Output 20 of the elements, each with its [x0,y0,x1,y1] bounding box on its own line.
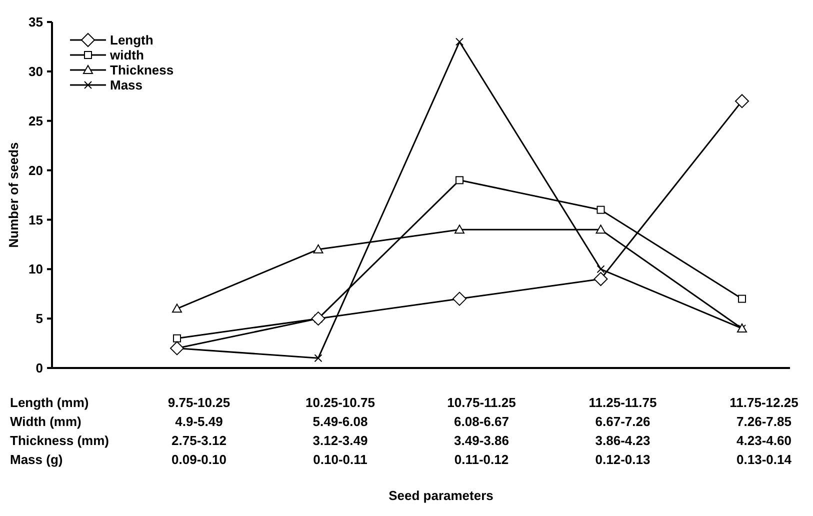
y-axis-title: Number of seeds [6,142,21,248]
y-tick-label: 30 [28,64,43,79]
text: Length (mm) Width (mm) Thickness (mm) Mass (g) [10,395,109,467]
x-tick-label: 10.25-10.75 5.49-6.08 3.12-3.49 0.10-0.11 [306,395,375,467]
y-tick-label: 5 [36,311,43,326]
x-tick-label: 11.75-12.25 7.26-7.85 4.23-4.60 0.13-0.14 [730,395,798,467]
x-tick-label: 11.25-11.75 6.67-7.26 3.86-4.23 0.12-0.13 [588,395,657,467]
legend-label: Length [110,32,154,48]
legend-label: Thickness [110,62,174,78]
y-tick-label: 15 [28,212,43,228]
legend-label: Mass [110,78,143,93]
x-tick-label: 10.75-11.25 6.08-6.67 3.49-3.86 0.11-0.12 [447,395,516,467]
y-tick-label: 10 [28,262,43,277]
y-tick-label: 20 [28,162,43,178]
y-tick-label: 25 [28,113,43,128]
x-tick-label: 9.75-10.25 4.9-5.49 2.75-3.12 0.09-0.10 [168,395,230,467]
x-axis-title: Seed parameters [388,488,494,503]
y-tick-label: 0 [36,360,43,376]
y-tick-label: 35 [28,14,43,30]
legend-label: width [109,48,144,63]
